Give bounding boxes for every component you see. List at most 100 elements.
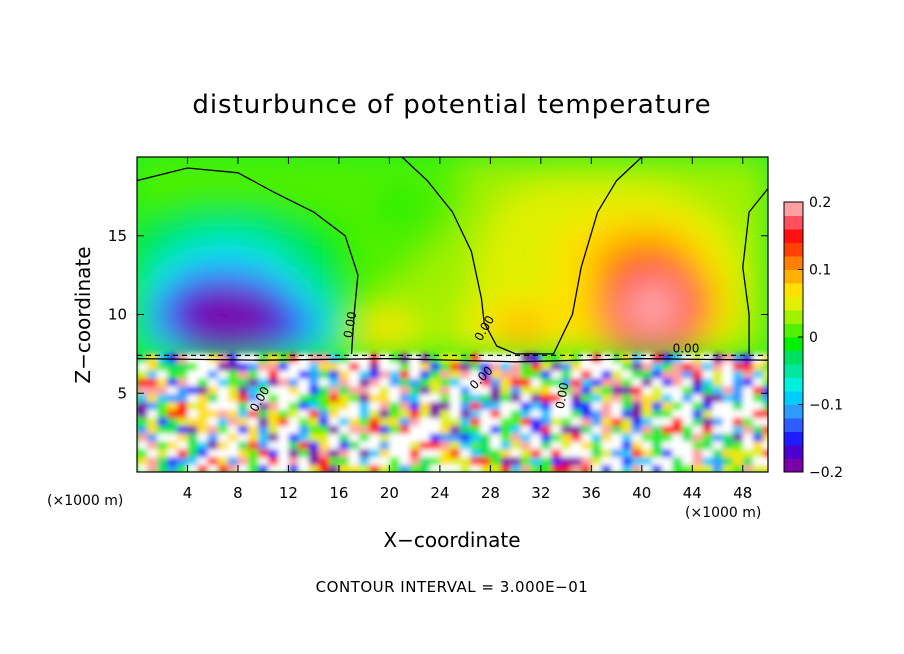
field-cell — [449, 393, 462, 403]
field-cell — [167, 369, 179, 379]
field-cell — [616, 346, 631, 355]
field-cell — [429, 369, 441, 379]
field-cell — [263, 164, 277, 174]
field-cell — [528, 235, 542, 245]
field-cell — [449, 432, 462, 442]
field-cell — [177, 464, 189, 472]
field-cell — [702, 432, 714, 442]
field-cell — [338, 424, 351, 434]
field-cell — [338, 346, 353, 355]
field-cell — [528, 275, 542, 284]
field-cell — [376, 204, 391, 214]
field-cell — [730, 267, 744, 277]
field-cell — [672, 424, 684, 434]
field-cell — [566, 227, 580, 237]
field-cell — [528, 196, 542, 206]
field-cell — [225, 275, 239, 284]
field-cell — [502, 235, 517, 245]
field-cell — [465, 243, 479, 253]
field-cell — [641, 243, 656, 253]
field-cell — [288, 290, 303, 300]
field-cell — [364, 259, 378, 269]
field-cell — [409, 440, 421, 450]
field-cell — [177, 369, 189, 379]
field-cell — [641, 330, 656, 340]
field-cell — [288, 377, 300, 387]
field-cell — [631, 393, 643, 403]
field-cell — [742, 188, 757, 198]
field-cell — [369, 385, 381, 395]
field-cell — [288, 275, 303, 284]
field-cell — [197, 464, 209, 472]
field-cell — [298, 385, 310, 395]
field-cell — [480, 424, 492, 434]
field-cell — [712, 369, 724, 379]
field-cell — [490, 180, 504, 190]
field-cell — [137, 290, 151, 300]
field-cell — [641, 283, 656, 292]
field-cell — [402, 235, 416, 245]
field-cell — [631, 409, 643, 418]
field-cell — [338, 314, 353, 324]
field-cell — [561, 401, 573, 410]
field-cell — [510, 456, 522, 466]
field-cell — [250, 204, 265, 214]
field-cell — [616, 283, 631, 292]
field-cell — [692, 290, 706, 300]
field-cell — [591, 235, 605, 245]
field-cell — [528, 322, 542, 332]
field-cell — [603, 164, 618, 174]
field-cell — [465, 290, 479, 300]
field-cell — [301, 243, 315, 253]
field-cell — [520, 424, 532, 434]
field-cell — [601, 464, 613, 472]
field-cell — [722, 424, 734, 434]
field-cell — [349, 361, 361, 371]
field-cell — [212, 267, 227, 277]
field-cell — [601, 369, 613, 379]
field-cell — [571, 416, 583, 426]
field-cell — [692, 298, 706, 308]
field-cell — [174, 251, 189, 261]
field-cell — [308, 369, 320, 379]
field-cell — [470, 369, 482, 379]
field-cell — [328, 440, 340, 450]
field-cell — [722, 416, 734, 426]
field-cell — [313, 157, 328, 166]
field-cell — [712, 385, 724, 395]
field-cell — [591, 440, 603, 450]
field-cell — [177, 353, 189, 363]
field-cell — [621, 361, 633, 371]
field-cell — [376, 283, 391, 292]
field-cell — [376, 157, 391, 166]
field-cell — [704, 314, 719, 324]
field-cell — [376, 338, 391, 347]
field-cell — [578, 196, 593, 206]
field-cell — [402, 243, 416, 253]
field-cell — [217, 448, 229, 458]
field-cell — [263, 298, 277, 308]
field-cell — [654, 290, 669, 300]
field-cell — [490, 456, 502, 466]
field-cell — [359, 432, 371, 442]
field-cell — [439, 180, 454, 190]
field-cell — [591, 283, 605, 292]
field-cell — [258, 456, 270, 466]
field-cell — [470, 456, 482, 466]
field-cell — [427, 314, 441, 324]
field-cell — [137, 330, 151, 340]
field-cell — [616, 259, 631, 269]
field-cell — [566, 314, 580, 324]
field-cell — [629, 267, 643, 277]
field-cell — [732, 424, 744, 434]
field-cell — [217, 456, 229, 466]
field-cell — [477, 243, 492, 253]
field-cell — [275, 330, 290, 340]
field-cell — [601, 424, 613, 434]
field-cell — [704, 243, 719, 253]
field-cell — [313, 188, 328, 198]
field-cell — [389, 440, 401, 450]
field-cell — [278, 432, 290, 442]
field-cell — [742, 353, 754, 363]
field-cell — [520, 456, 532, 466]
